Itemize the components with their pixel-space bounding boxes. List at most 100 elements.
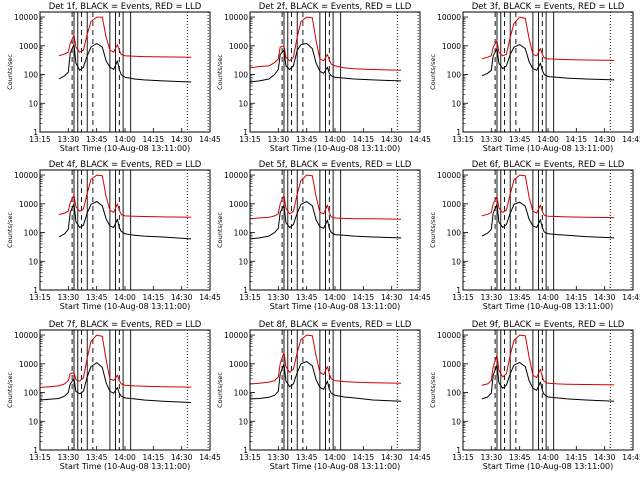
x-axis-label: Start Time (10-Aug-08 13:11:00) (270, 302, 401, 311)
y-tick-label: 100 (24, 71, 39, 80)
x-tick-label: 14:45 (199, 453, 221, 462)
y-axis-label: Counts/sec (216, 372, 224, 408)
y-tick-label: 1000 (442, 42, 461, 51)
x-tick-label: 14:45 (199, 135, 221, 144)
x-tick-label: 14:00 (324, 453, 346, 462)
x-tick-label: 14:15 (566, 293, 588, 302)
x-axis-label: Start Time (10-Aug-08 13:11:00) (60, 302, 191, 311)
x-tick-label: 14:30 (594, 135, 616, 144)
x-tick-label: 14:45 (409, 135, 431, 144)
plot-frame (39, 11, 211, 133)
series-line-events (481, 362, 615, 402)
x-tick-label: 13:45 (509, 135, 531, 144)
y-tick-label: 1 (243, 286, 248, 295)
x-tick-label: 13:45 (509, 293, 531, 302)
chart-panel-5: Det 5f, BLACK = Events, RED = LLD 13:15 13… (216, 160, 431, 311)
plot-frame (249, 169, 421, 291)
x-axis-label: Start Time (10-Aug-08 13:11:00) (270, 144, 401, 153)
y-tick-label: 1000 (19, 360, 38, 369)
series-line-lld (250, 174, 402, 220)
x-tick-label: 13:30 (268, 453, 290, 462)
plot-area (481, 170, 632, 290)
x-tick-label: 13:30 (481, 135, 503, 144)
x-tick-label: 14:45 (622, 453, 640, 462)
y-tick-label: 10 (238, 99, 248, 108)
x-axis-label: Start Time (10-Aug-08 13:11:00) (270, 462, 401, 471)
chart-title: Det 9f, BLACK = Events, RED = LLD (472, 320, 625, 330)
series-line-events (250, 201, 402, 240)
series-line-events (250, 361, 402, 402)
plot-area (58, 170, 209, 290)
chart-panel-4: Det 4f, BLACK = Events, RED = LLD 13:15 13… (6, 160, 221, 311)
x-tick-label: 13:15 (239, 453, 261, 462)
y-tick-label: 100 (234, 229, 249, 238)
chart-title: Det 8f, BLACK = Events, RED = LLD (259, 320, 412, 330)
x-tick-label: 14:15 (143, 135, 165, 144)
y-tick-label: 1000 (229, 360, 248, 369)
x-tick-label: 14:45 (622, 135, 640, 144)
series-line-lld (250, 16, 402, 71)
x-tick-label: 14:00 (114, 293, 136, 302)
x-tick-label: 14:30 (171, 135, 193, 144)
y-tick-label: 100 (234, 389, 249, 398)
x-tick-label: 14:00 (537, 453, 559, 462)
chart-title: Det 7f, BLACK = Events, RED = LLD (49, 320, 202, 330)
plot-area (481, 330, 632, 450)
x-axis-label: Start Time (10-Aug-08 13:11:00) (483, 462, 614, 471)
x-tick-label: 14:30 (381, 293, 403, 302)
chart-panel-7: Det 7f, BLACK = Events, RED = LLD 13:15 13… (6, 320, 221, 471)
x-tick-label: 13:45 (86, 135, 108, 144)
series-line-lld (481, 16, 615, 61)
y-tick-label: 1 (456, 446, 461, 455)
x-tick-label: 14:00 (114, 453, 136, 462)
y-tick-label: 10000 (14, 331, 38, 340)
y-axis-label: Counts/sec (216, 54, 224, 90)
x-tick-label: 13:30 (268, 293, 290, 302)
x-tick-label: 14:15 (353, 135, 375, 144)
series-line-lld (40, 334, 192, 388)
x-tick-label: 13:45 (509, 453, 531, 462)
y-tick-label: 100 (24, 229, 39, 238)
x-tick-label: 13:45 (86, 453, 108, 462)
y-tick-label: 1000 (229, 42, 248, 51)
chart-panel-9: Det 9f, BLACK = Events, RED = LLD 13:15 13… (429, 320, 640, 471)
plot-area (250, 330, 419, 450)
chart-title: Det 3f, BLACK = Events, RED = LLD (472, 2, 625, 12)
x-tick-label: 13:30 (58, 135, 80, 144)
x-tick-label: 14:00 (324, 135, 346, 144)
series-line-events (40, 362, 192, 403)
x-tick-label: 13:45 (86, 293, 108, 302)
y-tick-label: 10000 (224, 13, 248, 22)
plot-frame (462, 169, 634, 291)
x-tick-label: 13:15 (452, 453, 474, 462)
y-axis-label: Counts/sec (216, 212, 224, 248)
x-tick-label: 13:45 (296, 453, 318, 462)
y-tick-label: 10 (28, 257, 38, 266)
x-tick-label: 13:15 (452, 293, 474, 302)
y-tick-label: 10000 (14, 171, 38, 180)
y-axis-label: Counts/sec (429, 54, 437, 90)
chart-panel-3: Det 3f, BLACK = Events, RED = LLD 13:15 13… (429, 2, 640, 153)
y-tick-label: 10 (451, 99, 461, 108)
plot-frame (462, 329, 634, 451)
x-tick-label: 13:30 (481, 293, 503, 302)
y-tick-label: 10000 (224, 171, 248, 180)
series-line-events (250, 43, 402, 83)
plot-frame (39, 169, 211, 291)
y-tick-label: 10000 (437, 13, 461, 22)
x-tick-label: 13:30 (268, 135, 290, 144)
x-tick-label: 14:15 (566, 453, 588, 462)
chart-panel-6: Det 6f, BLACK = Events, RED = LLD 13:15 13… (429, 160, 640, 311)
chart-title: Det 1f, BLACK = Events, RED = LLD (49, 2, 202, 12)
x-tick-label: 14:45 (622, 293, 640, 302)
x-tick-label: 13:15 (239, 293, 261, 302)
x-tick-label: 13:15 (29, 453, 51, 462)
x-tick-label: 14:15 (566, 135, 588, 144)
x-tick-label: 14:00 (537, 293, 559, 302)
y-tick-label: 100 (447, 71, 462, 80)
chart-title: Det 6f, BLACK = Events, RED = LLD (472, 160, 625, 170)
plot-area (250, 12, 419, 132)
series-line-lld (481, 334, 615, 386)
y-tick-label: 1000 (229, 200, 248, 209)
plot-area (481, 12, 632, 132)
